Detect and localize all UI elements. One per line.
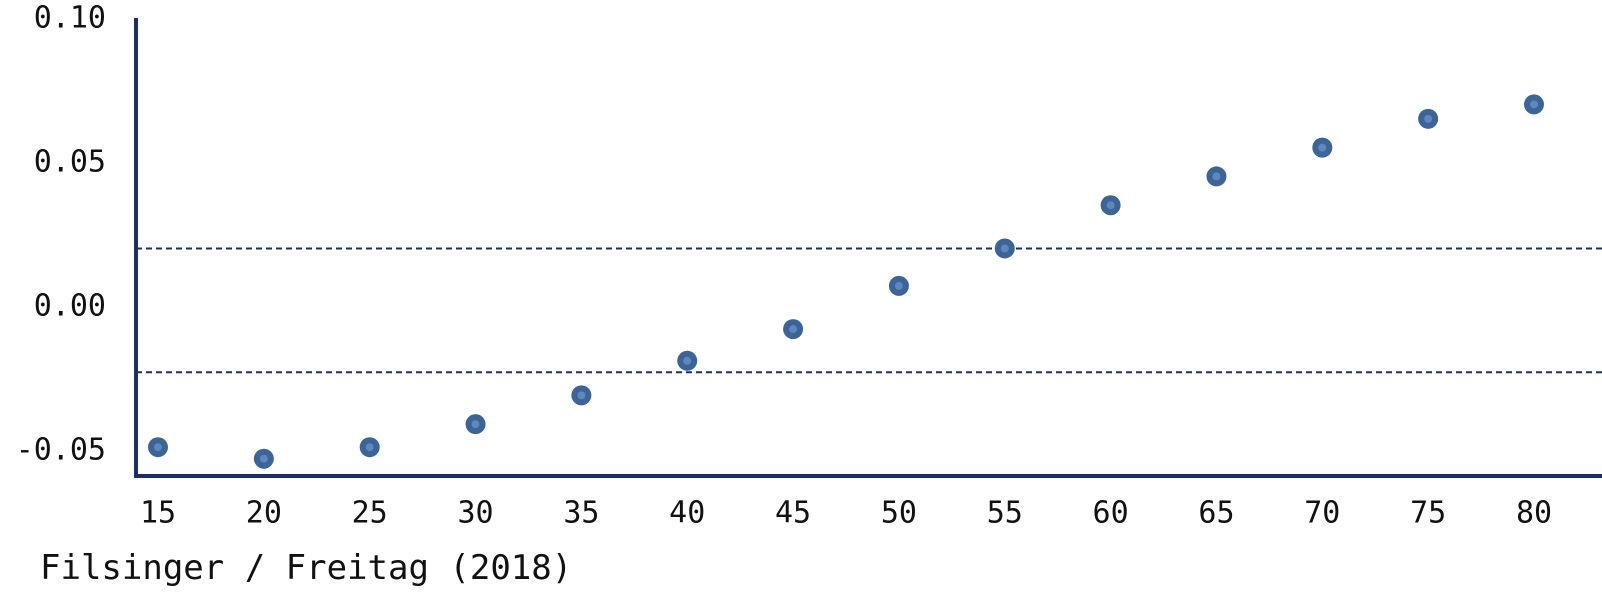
source-caption: Filsinger / Freitag (2018) [40, 548, 573, 588]
x-tick-label: 55 [987, 496, 1023, 531]
data-point [888, 275, 909, 296]
data-point [1524, 94, 1544, 115]
x-tick-label: 60 [1093, 496, 1129, 531]
y-tick-label: 0.05 [34, 145, 106, 180]
data-point [1100, 195, 1121, 216]
x-tick-label: 15 [140, 496, 176, 531]
x-tick-label: 20 [246, 496, 282, 531]
data-point [571, 385, 592, 406]
x-tick-label: 40 [669, 496, 705, 531]
x-tick-labels: 15 20 25 30 35 40 45 50 55 60 65 70 75 80 [140, 496, 1552, 531]
x-tick-label: 50 [881, 496, 917, 531]
data-point [677, 350, 698, 371]
data-point [148, 437, 168, 458]
y-tick-labels: 0.10 0.05 0.00 -0.05 [16, 1, 106, 468]
data-point [465, 414, 486, 435]
data-point [253, 448, 274, 469]
reference-lines [136, 247, 1602, 374]
y-tick-label: 0.00 [34, 289, 106, 324]
x-tick-label: 35 [563, 496, 599, 531]
data-point [1206, 166, 1227, 187]
y-tick-label: -0.05 [16, 433, 106, 468]
data-point [1312, 137, 1333, 158]
y-tick-label: 0.10 [34, 1, 106, 36]
x-tick-label: 65 [1198, 496, 1234, 531]
x-tick-label: 30 [457, 496, 493, 531]
data-point [994, 238, 1015, 259]
x-tick-label: 45 [775, 496, 811, 531]
x-tick-label: 25 [352, 496, 388, 531]
x-tick-label: 70 [1304, 496, 1340, 531]
x-tick-label: 80 [1516, 496, 1552, 531]
data-point [783, 319, 804, 340]
x-tick-label: 75 [1410, 496, 1446, 531]
data-point [359, 437, 380, 458]
data-point [1418, 108, 1439, 129]
data-points [148, 94, 1544, 469]
